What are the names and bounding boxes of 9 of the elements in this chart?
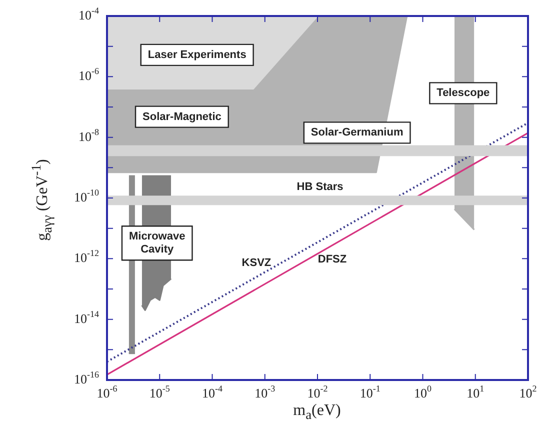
band-label: Solar-Germanium	[310, 126, 404, 139]
annotation: Laser Experiments	[148, 48, 246, 61]
annotation: Microwave Cavity	[128, 230, 186, 256]
annotation: Solar-Magnetic	[142, 110, 222, 123]
x-axis-title: m$_{a}$(eV)	[293, 402, 341, 424]
series-label: KSVZ	[242, 256, 272, 269]
band-label: HB Stars	[296, 181, 344, 194]
annotation: Telescope	[436, 87, 490, 100]
series-label: DFSZ	[318, 253, 347, 266]
